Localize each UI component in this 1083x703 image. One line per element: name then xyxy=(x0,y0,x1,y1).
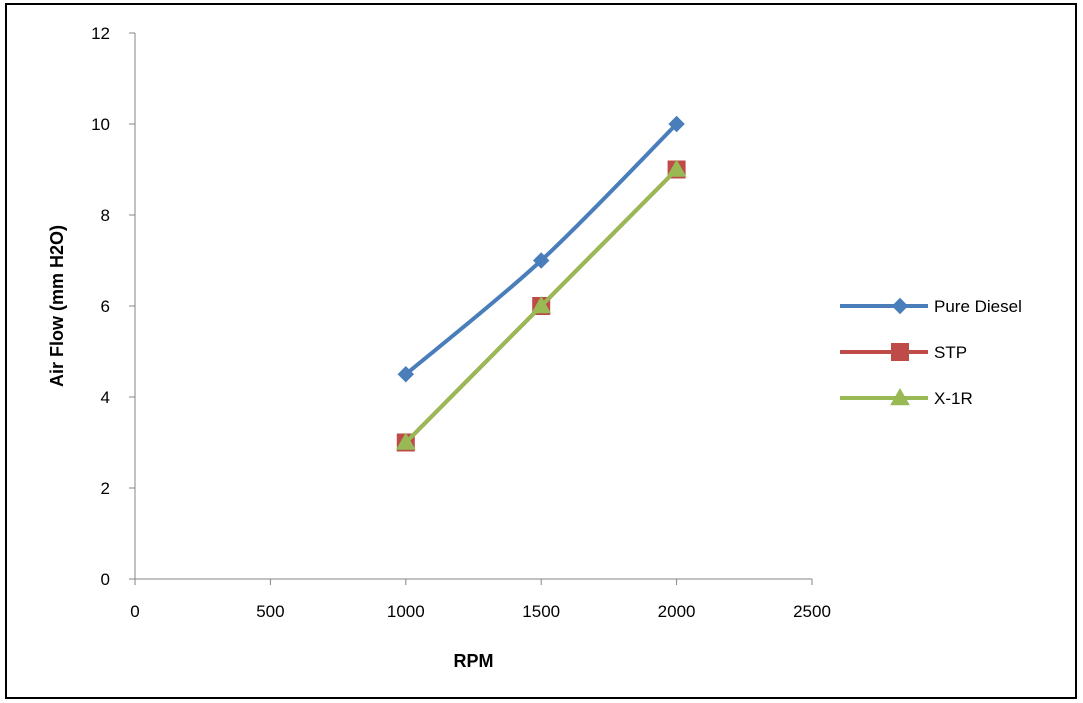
legend-swatch-marker xyxy=(891,297,909,315)
legend-item-stp: STP xyxy=(840,343,967,362)
x-axis-title: RPM xyxy=(454,651,494,671)
series-pure-diesel xyxy=(397,115,685,383)
data-point-x-1r xyxy=(531,295,552,314)
x-tick-label: 0 xyxy=(130,602,139,621)
legend-label: Pure Diesel xyxy=(934,297,1022,316)
x-tick-label: 2000 xyxy=(658,602,696,621)
legend: Pure Diesel STP X-1R xyxy=(840,297,1022,408)
y-tick-label: 4 xyxy=(101,388,110,407)
axes: 0 2 4 6 8 10 12 0 500 1000 1500 2000 2500 xyxy=(91,24,831,621)
data-point-pure-diesel xyxy=(397,366,415,383)
legend-swatch-marker xyxy=(891,343,909,361)
y-tick-label: 0 xyxy=(101,570,110,589)
data-point-pure-diesel xyxy=(532,252,550,269)
data-point-x-1r xyxy=(666,159,687,177)
series-x-1r xyxy=(395,159,687,450)
legend-swatch-marker xyxy=(890,387,910,406)
data-point-x-1r xyxy=(395,432,416,450)
y-tick-label: 12 xyxy=(91,24,110,43)
y-tick-label: 6 xyxy=(101,297,110,316)
series-line-pure-diesel xyxy=(403,122,679,377)
legend-label: STP xyxy=(934,343,967,362)
x-tick-label: 1000 xyxy=(387,602,425,621)
y-tick-label: 2 xyxy=(101,479,110,498)
y-axis-title: Air Flow (mm H2O) xyxy=(47,225,67,387)
x-tick-label: 1500 xyxy=(522,602,560,621)
y-tick-label: 10 xyxy=(91,115,110,134)
x-tick-label: 500 xyxy=(256,602,284,621)
data-point-pure-diesel xyxy=(668,115,685,133)
y-tick-label: 8 xyxy=(101,206,110,225)
legend-item-pure-diesel: Pure Diesel xyxy=(840,297,1022,316)
legend-item-x-1r: X-1R xyxy=(840,387,973,408)
series-layer xyxy=(395,115,687,452)
legend-label: X-1R xyxy=(934,389,973,408)
x-tick-label: 2500 xyxy=(793,602,831,621)
